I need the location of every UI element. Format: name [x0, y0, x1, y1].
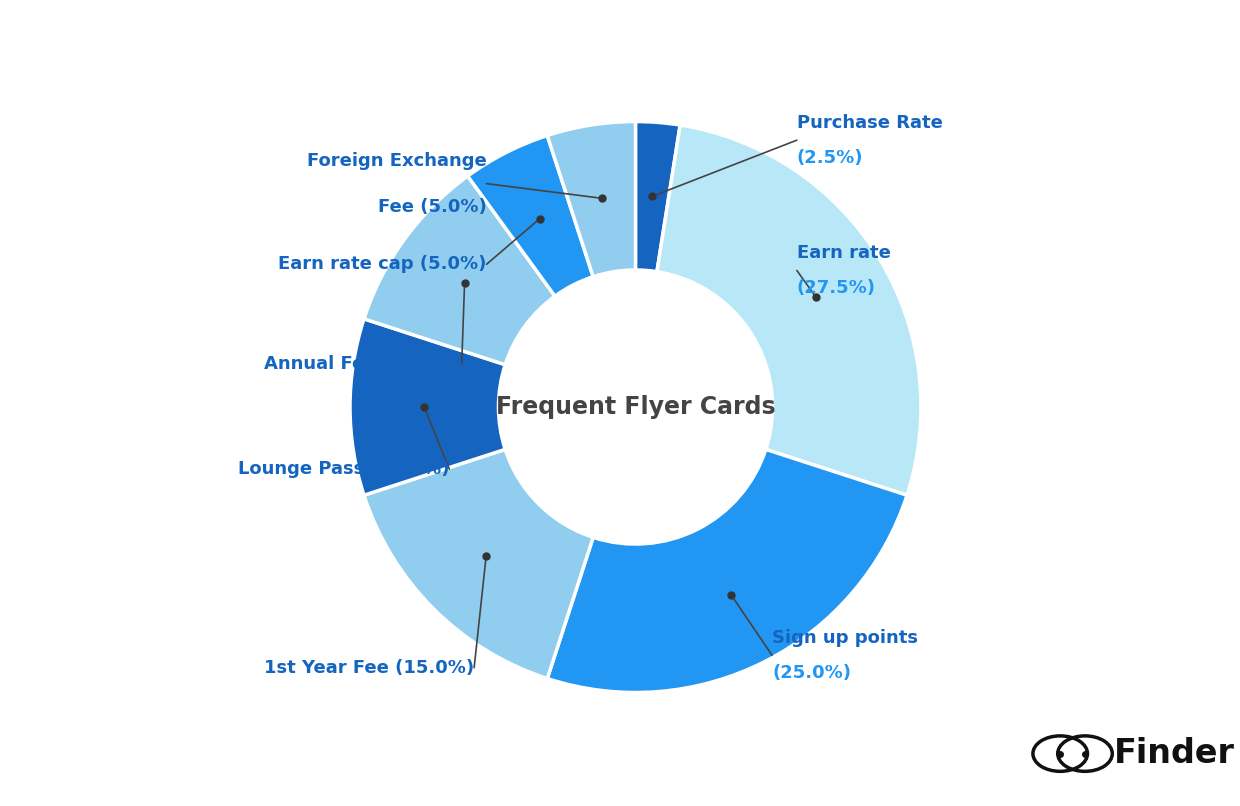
- Wedge shape: [350, 319, 505, 495]
- Text: Fee (5.0%): Fee (5.0%): [378, 197, 486, 215]
- Wedge shape: [467, 135, 593, 296]
- Text: Lounge Pass (10.0%): Lounge Pass (10.0%): [238, 460, 449, 478]
- Wedge shape: [635, 122, 681, 272]
- Text: Annual Fee (10.0%): Annual Fee (10.0%): [264, 355, 461, 372]
- Text: (25.0%): (25.0%): [773, 663, 851, 682]
- Text: 1st Year Fee (15.0%): 1st Year Fee (15.0%): [264, 659, 474, 677]
- Wedge shape: [547, 450, 906, 692]
- Wedge shape: [547, 122, 635, 276]
- Wedge shape: [365, 176, 556, 364]
- Text: (27.5%): (27.5%): [797, 279, 875, 297]
- Text: Earn rate cap (5.0%): Earn rate cap (5.0%): [278, 256, 486, 273]
- Text: Finder: Finder: [1114, 737, 1234, 770]
- Text: Frequent Flyer Cards: Frequent Flyer Cards: [496, 395, 775, 419]
- Text: Purchase Rate: Purchase Rate: [797, 114, 942, 132]
- Text: (2.5%): (2.5%): [797, 148, 863, 167]
- Text: Earn rate: Earn rate: [797, 244, 890, 262]
- Text: Sign up points: Sign up points: [773, 629, 918, 647]
- Wedge shape: [365, 450, 593, 679]
- Text: Foreign Exchange: Foreign Exchange: [306, 152, 486, 169]
- Wedge shape: [657, 125, 921, 495]
